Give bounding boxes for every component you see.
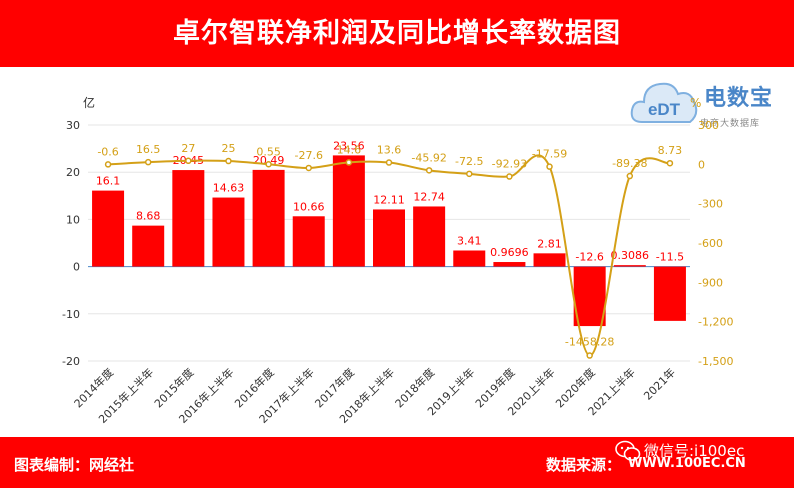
chart-title: 卓尔智联净利润及同比增长率数据图 (0, 0, 794, 67)
growth-point (185, 157, 192, 165)
bar-data-label: 3.41 (457, 235, 482, 248)
line-group: -0.6 16.5 27 25 0.55 -27.6 14.6 13.6 -45.92 -72.5… (97, 142, 683, 359)
footer-url: WWW.100EC.CN (628, 456, 746, 471)
bar (212, 197, 245, 267)
line-data-label: 8.73 (658, 144, 683, 157)
logo-sub-text: 电商大数据库 (700, 119, 761, 129)
bar-data-label: 0.9696 (490, 246, 529, 259)
bar (413, 206, 446, 267)
bar-data-label: 2.81 (537, 237, 562, 250)
line-data-label: -72.5 (455, 155, 483, 168)
bar-data-label: 10.66 (293, 200, 325, 213)
line-data-label: -89.38 (612, 157, 647, 170)
bar (373, 209, 405, 267)
growth-point (305, 164, 312, 172)
y-right-tick-label: -1,200 (698, 316, 733, 329)
bar (252, 169, 285, 267)
cloud-logo-icon: eDT (630, 82, 698, 123)
line-data-label: -27.6 (294, 149, 322, 162)
y-right-tick-label: 0 (698, 158, 705, 171)
y-left-tick-label: 30 (66, 119, 80, 132)
bar (132, 225, 165, 267)
y-left-tick-label: 10 (66, 213, 80, 226)
logo: eDT 电数宝 电商大数据库 (628, 72, 788, 132)
bar (653, 266, 686, 321)
growth-point (144, 158, 152, 166)
footer: 图表编制：网经社 数据来源： (0, 437, 794, 488)
line-data-label: 14.6 (337, 143, 362, 156)
y-right-tick-label: -300 (698, 198, 723, 211)
combo-chart: 亿 % 16.18.6820.4514.6320.4910.6623.5612.… (62, 95, 733, 426)
wechat-id-text: 微信号:i100ec (644, 442, 745, 460)
y-left-tick-label: -10 (62, 308, 80, 321)
bar-data-label: 8.68 (136, 210, 161, 223)
footer-credit: 图表编制：网经社 (14, 456, 135, 474)
line-data-label: -45.92 (411, 151, 446, 164)
bars-group: 16.18.6820.4514.6320.4910.6623.5612.1112… (92, 139, 686, 327)
logo-icon-text: eDT (648, 100, 681, 119)
y-right-tick-label: -600 (698, 237, 723, 250)
growth-point (466, 170, 473, 178)
line-data-label: -92.93 (492, 158, 527, 171)
growth-point (626, 172, 634, 180)
footer-source: 数据来源： (546, 456, 622, 474)
bar (92, 190, 125, 267)
wechat-icon (615, 440, 641, 461)
growth-point (506, 173, 513, 180)
y-right-tick-label: -900 (698, 276, 723, 289)
y-right-tick-label: -1,500 (698, 355, 733, 368)
line-data-label: 13.6 (377, 144, 402, 157)
right-axis-unit: % (690, 96, 701, 110)
growth-point (385, 159, 393, 166)
bar (493, 262, 526, 267)
bar (613, 265, 646, 267)
x-tick-label: 2021年 (641, 365, 678, 402)
bar (533, 253, 566, 267)
bar-data-label: 14.63 (213, 182, 245, 195)
line-data-label: -17.59 (532, 148, 567, 161)
growth-point (265, 161, 272, 168)
line-data-label: 16.5 (136, 143, 161, 156)
line-data-label: 25 (221, 142, 235, 155)
bar (172, 170, 205, 267)
bar (573, 266, 606, 327)
growth-point (425, 167, 433, 174)
line-data-label: -0.6 (97, 145, 118, 158)
y-right-tick-label: 300 (698, 119, 719, 132)
line-data-label: -1458.28 (565, 336, 614, 349)
bar-data-label: 12.11 (373, 193, 405, 206)
bar (453, 250, 486, 267)
bar-data-label: -12.6 (575, 251, 603, 264)
bar-data-label: 12.74 (413, 190, 445, 203)
growth-point (345, 159, 353, 166)
bar (292, 216, 325, 267)
bar-data-label: -11.5 (656, 251, 684, 264)
growth-point (104, 161, 112, 168)
growth-point (586, 352, 593, 359)
left-axis-unit: 亿 (83, 95, 95, 110)
bar-data-label: 23.56 (333, 139, 365, 152)
bar-data-label: 0.3086 (611, 249, 650, 262)
bar (332, 155, 365, 267)
growth-point (666, 159, 674, 167)
bar-data-label: 16.1 (96, 175, 121, 188)
line-data-label: 27 (181, 142, 195, 155)
logo-main-text: 电数宝 (704, 86, 774, 111)
wechat-id: 微信号:i100ec (615, 440, 744, 462)
growth-point (225, 157, 232, 165)
y-left-tick-label: -20 (62, 355, 80, 368)
line-data-label: 0.55 (256, 145, 281, 158)
y-left-tick-label: 20 (66, 166, 80, 179)
growth-point (546, 163, 553, 170)
y-left-tick-label: 0 (73, 261, 80, 274)
